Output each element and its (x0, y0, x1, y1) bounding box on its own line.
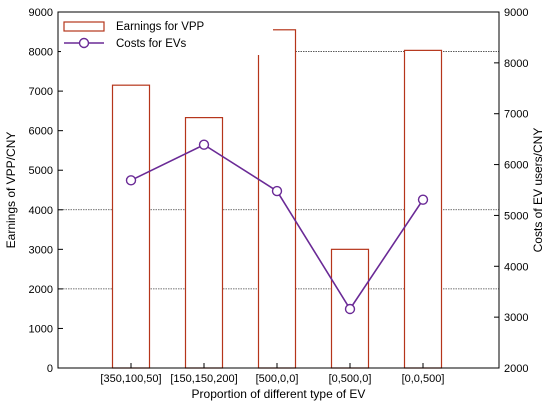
left-tick-label-9000: 9000 (29, 7, 53, 19)
legend-label-earnings: Earnings for VPP (116, 21, 205, 33)
bar-1 (111, 84, 151, 369)
right-tick-label-5000: 5000 (504, 210, 528, 222)
right-tick-label-4000: 4000 (504, 261, 528, 273)
plot-frame (57, 11, 500, 369)
costs-marker-1 (125, 175, 137, 186)
right-tick-label-8000: 8000 (504, 58, 528, 70)
x-tick-label-2: [150,150,200] (170, 373, 237, 385)
legend-marker-costs (78, 37, 90, 49)
bar-5 (403, 49, 443, 369)
left-tick-label-4000: 4000 (29, 205, 53, 217)
costs-marker-2 (198, 139, 210, 150)
x-tick-label-5: [0,0,500] (402, 373, 445, 385)
right-tick-label-2000: 2000 (504, 363, 528, 375)
y-axis-label-left: Earnings of VPP/CNY (4, 132, 18, 249)
costs-marker-4 (344, 303, 356, 315)
bar-2 (184, 117, 224, 369)
left-tick-label-0: 0 (47, 363, 53, 375)
bar-3 (257, 29, 297, 369)
costs-marker-3 (271, 185, 283, 197)
left-tick-label-6000: 6000 (29, 126, 53, 138)
x-axis-label: Proportion of different type of EV (192, 387, 366, 401)
x-tick-label-4: [0,500,0] (329, 373, 372, 385)
costs-marker-5 (417, 194, 429, 205)
left-tick-label-1000: 1000 (29, 323, 53, 335)
right-tick-label-9000: 9000 (504, 7, 528, 19)
right-tick-label-3000: 3000 (504, 312, 528, 324)
right-tick-label-6000: 6000 (504, 160, 528, 172)
x-tick-label-1: [350,100,50] (100, 373, 161, 385)
right-tick-label-7000: 7000 (504, 109, 528, 121)
left-tick-label-2000: 2000 (29, 284, 53, 296)
x-tick-label-3: [500,0,0] (256, 373, 299, 385)
legend-swatch-earnings (63, 21, 105, 32)
y-axis-label-right: Costs of EV users/CNY (531, 128, 545, 253)
left-tick-label-8000: 8000 (29, 47, 53, 59)
left-tick-label-3000: 3000 (29, 244, 53, 256)
legend-label-costs: Costs for EVs (116, 38, 187, 50)
left-tick-label-5000: 5000 (29, 165, 53, 177)
left-tick-label-7000: 7000 (29, 86, 53, 98)
